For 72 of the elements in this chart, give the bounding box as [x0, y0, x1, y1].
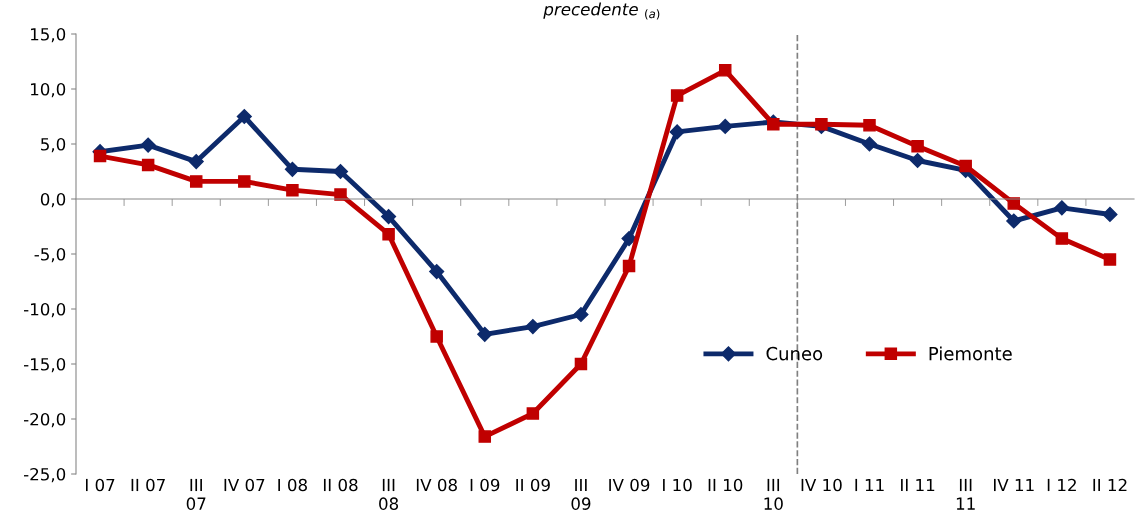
- point: [526, 407, 540, 420]
- point: [1006, 213, 1022, 229]
- x-tick-label: IV 07: [224, 478, 265, 492]
- point: [1103, 253, 1117, 266]
- x-tick-label: III 10: [764, 478, 783, 510]
- point: [188, 154, 204, 170]
- x-tick-label: II 09: [516, 478, 550, 492]
- point: [911, 139, 924, 153]
- y-tick-label: 10,0: [31, 82, 66, 98]
- point: [334, 188, 347, 201]
- point: [430, 330, 443, 343]
- point: [332, 163, 349, 180]
- point: [93, 149, 107, 163]
- point: [236, 108, 252, 125]
- point: [477, 326, 493, 342]
- point: [189, 175, 203, 188]
- y-tick-label: 0,0: [40, 192, 66, 208]
- x-tick-label: I 11: [855, 478, 884, 492]
- point: [718, 64, 732, 77]
- point: [238, 175, 251, 188]
- point: [622, 259, 636, 273]
- x-tick-label: III 09: [571, 478, 591, 510]
- y-tick-label: -10,0: [23, 302, 66, 318]
- point: [1102, 206, 1118, 222]
- point: [429, 264, 445, 280]
- x-tick-label: I 07: [85, 478, 115, 492]
- y-tick-label: 15,0: [31, 27, 66, 43]
- x-tick-label: I 12: [1047, 478, 1076, 492]
- y-tick-label: -5,0: [34, 247, 66, 263]
- x-tick-label: II 11: [901, 478, 935, 492]
- point: [140, 137, 156, 153]
- x-tick-label: II 10: [708, 478, 743, 492]
- x-tick-label: IV 11: [994, 478, 1034, 492]
- point: [717, 118, 733, 134]
- legend-label: Cuneo: [766, 346, 823, 361]
- x-tick-label: I 08: [278, 478, 307, 492]
- x-tick-label: IV 09: [609, 478, 650, 492]
- point: [573, 306, 589, 323]
- point: [284, 161, 300, 177]
- x-tick-label: IV 10: [801, 478, 842, 492]
- point: [815, 117, 828, 131]
- point: [910, 152, 926, 169]
- x-tick-label: III 07: [186, 478, 206, 510]
- y-tick-label: 5,0: [41, 137, 66, 153]
- point: [478, 430, 492, 443]
- point: [286, 183, 299, 197]
- point: [1054, 200, 1070, 216]
- y-tick-label: -20,0: [23, 412, 66, 428]
- x-tick-label: II 08: [323, 478, 358, 492]
- x-tick-label: IV 08: [416, 478, 457, 492]
- x-tick-label: I 09: [470, 478, 500, 492]
- x-tick-label: III 08: [379, 478, 399, 510]
- point: [959, 159, 972, 173]
- point: [861, 136, 878, 152]
- point: [525, 319, 541, 335]
- point: [621, 231, 637, 247]
- point: [381, 209, 397, 225]
- y-tick-label: -15,0: [23, 357, 66, 373]
- point: [382, 227, 395, 241]
- x-tick-label: I 10: [663, 478, 692, 492]
- x-tick-label: II 12: [1093, 478, 1127, 492]
- point: [863, 119, 876, 132]
- point: [670, 89, 684, 102]
- point: [574, 357, 588, 371]
- chart-title: precedente $_{(a)}$: [543, 2, 660, 20]
- point: [669, 124, 685, 140]
- point: [1055, 232, 1069, 245]
- x-tick-label: III 11: [956, 478, 975, 510]
- x-tick-label: II 07: [131, 478, 165, 492]
- legend-label: Piemonte: [929, 346, 1012, 361]
- y-tick-label: -25,0: [23, 467, 66, 483]
- point: [141, 158, 155, 172]
